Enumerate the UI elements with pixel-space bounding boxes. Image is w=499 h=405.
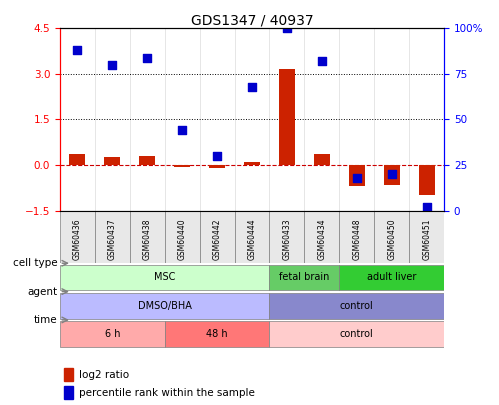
Bar — [69, 154, 85, 165]
Bar — [269, 322, 444, 347]
Bar — [60, 322, 165, 347]
Text: GSM60444: GSM60444 — [248, 219, 256, 260]
Bar — [339, 211, 374, 263]
Bar — [165, 211, 200, 263]
Point — [108, 62, 116, 68]
Bar — [95, 211, 130, 263]
Bar — [419, 165, 435, 196]
Text: GSM60440: GSM60440 — [178, 219, 187, 260]
Text: 6 h: 6 h — [104, 329, 120, 339]
Bar — [139, 156, 155, 165]
Bar — [409, 211, 444, 263]
Bar — [200, 211, 235, 263]
Text: GSM60442: GSM60442 — [213, 219, 222, 260]
Bar — [304, 211, 339, 263]
Bar — [64, 386, 73, 399]
Point — [213, 153, 221, 159]
Text: GSM60451: GSM60451 — [422, 219, 431, 260]
Bar — [339, 265, 444, 290]
Point — [73, 47, 81, 53]
Bar — [104, 158, 120, 165]
Text: agent: agent — [27, 287, 57, 296]
Text: GSM60433: GSM60433 — [282, 219, 291, 260]
Text: GSM60437: GSM60437 — [108, 219, 117, 260]
Title: GDS1347 / 40937: GDS1347 / 40937 — [191, 13, 313, 27]
Text: DMSO/BHA: DMSO/BHA — [138, 301, 192, 311]
Text: adult liver: adult liver — [367, 273, 416, 282]
Bar — [235, 211, 269, 263]
Bar — [244, 162, 260, 165]
Point — [143, 54, 151, 61]
Text: percentile rank within the sample: percentile rank within the sample — [79, 388, 255, 398]
Bar — [64, 368, 73, 381]
Text: time: time — [34, 315, 57, 325]
Text: control: control — [340, 301, 374, 311]
Bar — [269, 293, 444, 318]
Bar — [269, 211, 304, 263]
Text: GSM60450: GSM60450 — [387, 219, 396, 260]
Point — [318, 58, 326, 64]
Point — [283, 25, 291, 32]
Text: GSM60438: GSM60438 — [143, 219, 152, 260]
Bar — [374, 211, 409, 263]
Text: fetal brain: fetal brain — [279, 273, 329, 282]
Bar — [279, 69, 295, 165]
Text: control: control — [340, 329, 374, 339]
Point — [178, 127, 186, 134]
Point — [388, 171, 396, 177]
Text: GSM60448: GSM60448 — [352, 219, 361, 260]
Bar — [209, 165, 225, 168]
Bar — [349, 165, 365, 186]
Text: GSM60434: GSM60434 — [317, 219, 326, 260]
Point — [248, 83, 256, 90]
Bar — [314, 154, 330, 165]
Text: GSM60436: GSM60436 — [73, 219, 82, 260]
Bar — [60, 265, 269, 290]
Point — [353, 175, 361, 181]
Bar — [384, 165, 400, 185]
Bar — [165, 322, 269, 347]
Point — [423, 204, 431, 210]
Text: MSC: MSC — [154, 273, 175, 282]
Bar — [60, 211, 95, 263]
Bar — [130, 211, 165, 263]
Bar — [174, 165, 190, 166]
Bar — [60, 293, 269, 318]
Bar — [269, 265, 339, 290]
Text: cell type: cell type — [13, 258, 57, 268]
Text: log2 ratio: log2 ratio — [79, 370, 129, 380]
Text: 48 h: 48 h — [206, 329, 228, 339]
